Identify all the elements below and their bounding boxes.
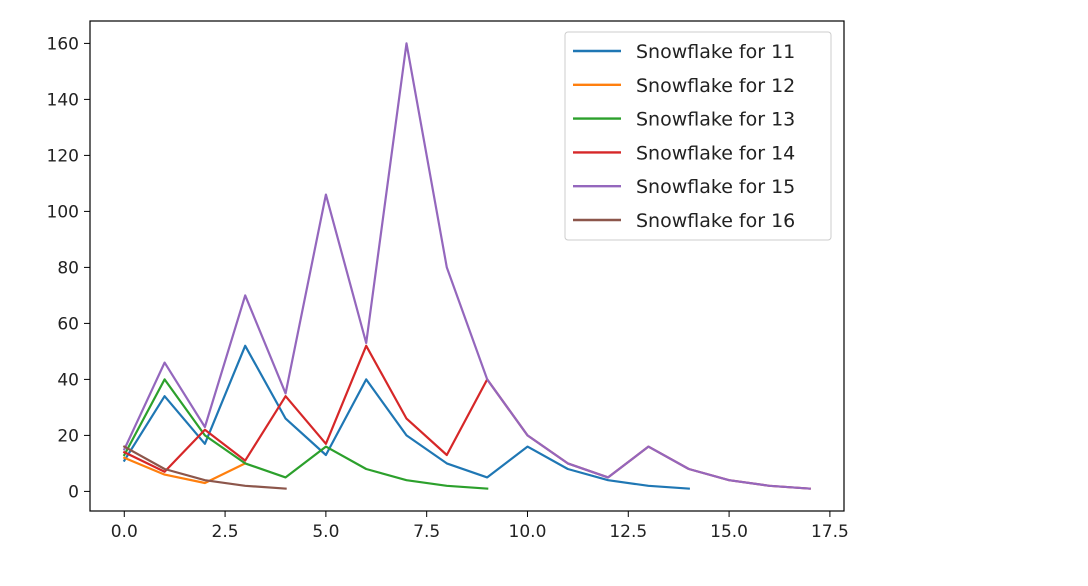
- x-tick-label: 2.5: [212, 522, 239, 542]
- legend-box: [564, 31, 832, 241]
- y-tick-label: 140: [47, 90, 79, 110]
- series-lines: [122, 42, 811, 490]
- legend-label-5: Snowflake for 15: [636, 176, 795, 198]
- legend-label-1: Snowflake for 11: [636, 41, 795, 63]
- series-line-6: [122, 445, 287, 490]
- legend-label-2: Snowflake for 12: [636, 75, 795, 97]
- y-tick-label: 0: [68, 482, 79, 502]
- y-tick-label: 20: [57, 426, 79, 446]
- y-tick-label: 100: [47, 202, 79, 222]
- y-tick-label: 60: [57, 314, 79, 334]
- legend-label-6: Snowflake for 16: [636, 210, 795, 232]
- x-tick-label: 5.0: [312, 522, 339, 542]
- x-tick-label: 10.0: [509, 522, 547, 542]
- legend: Snowflake for 11 Snowflake for 12 Snowflak…: [564, 31, 832, 241]
- y-tick-label: 80: [57, 258, 79, 278]
- x-tick-label: 7.5: [413, 522, 440, 542]
- legend-label-3: Snowflake for 13: [636, 109, 795, 131]
- x-tick-label: 12.5: [609, 522, 647, 542]
- plot-frame: [89, 20, 845, 512]
- series-line-1: [122, 344, 690, 490]
- x-tick-label: 17.5: [811, 522, 849, 542]
- y-axis-ticks: 0 20 40 60 80 100 120 140 160: [47, 34, 90, 502]
- x-tick-label: 0.0: [111, 522, 138, 542]
- x-tick-label: 15.0: [710, 522, 748, 542]
- y-tick-label: 120: [47, 146, 79, 166]
- y-tick-label: 40: [57, 370, 79, 390]
- series-line-2: [122, 456, 247, 485]
- series-line-3: [122, 378, 489, 490]
- series-line-5: [122, 42, 811, 490]
- legend-label-4: Snowflake for 14: [636, 142, 795, 164]
- y-tick-label: 160: [47, 34, 79, 54]
- x-axis-ticks: 0.0 2.5 5.0 7.5 10.0 12.5 15.0 17.5: [111, 511, 849, 542]
